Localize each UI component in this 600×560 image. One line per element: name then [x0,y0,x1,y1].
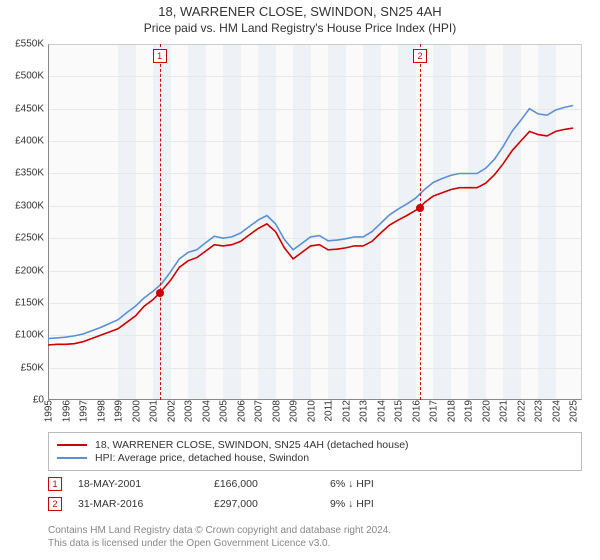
x-axis-label: 2011 [322,400,335,422]
sales-row-price: £297,000 [214,498,314,510]
sales-table: 1 18-MAY-2001 £166,000 6% ↓ HPI 2 31-MAR-2016… [48,474,582,514]
x-axis-label: 2003 [182,400,195,422]
sales-row: 2 31-MAR-2016 £297,000 9% ↓ HPI [48,494,582,514]
title-sub: Price paid vs. HM Land Registry's House … [0,21,600,35]
y-axis-label: £100K [15,330,48,341]
sales-row-date: 18-MAY-2001 [78,478,198,490]
x-axis-label: 2012 [339,400,352,422]
sales-row-diff: 9% ↓ HPI [330,498,450,510]
sales-row-date: 31-MAR-2016 [78,498,198,510]
sales-row-diff: 6% ↓ HPI [330,478,450,490]
sale-vline [160,44,161,400]
x-axis-label: 2009 [287,400,300,422]
sale-dot [156,289,164,297]
x-axis-label: 2021 [497,400,510,422]
x-axis-label: 2025 [567,400,580,422]
sales-row-number: 1 [48,477,62,491]
x-axis-label: 2010 [304,400,317,422]
sale-marker-box: 2 [413,49,427,63]
x-axis-label: 1998 [94,400,107,422]
x-axis-label: 1996 [59,400,72,422]
x-axis-label: 2001 [147,400,160,422]
sales-row: 1 18-MAY-2001 £166,000 6% ↓ HPI [48,474,582,494]
y-axis-label: £300K [15,200,48,211]
x-axis-label: 2007 [252,400,265,422]
legend-label: HPI: Average price, detached house, Swin… [95,452,309,464]
footer-line2: This data is licensed under the Open Gov… [48,537,582,550]
x-axis-label: 2018 [444,400,457,422]
y-axis-label: £500K [15,71,48,82]
x-axis-label: 2005 [217,400,230,422]
sales-row-price: £166,000 [214,478,314,490]
footer-line1: Contains HM Land Registry data © Crown c… [48,524,582,537]
y-axis-label: £350K [15,168,48,179]
y-axis-label: £450K [15,103,48,114]
x-axis-label: 2000 [129,400,142,422]
x-axis-label: 2019 [462,400,475,422]
y-axis-label: £550K [15,39,48,50]
x-axis-label: 1999 [112,400,125,422]
x-axis-label: 2014 [374,400,387,422]
sales-row-number: 2 [48,497,62,511]
legend-label: 18, WARRENER CLOSE, SWINDON, SN25 4AH (d… [95,439,409,451]
x-axis-label: 2023 [532,400,545,422]
x-axis-label: 2020 [479,400,492,422]
x-axis-label: 2024 [549,400,562,422]
legend-row: 18, WARRENER CLOSE, SWINDON, SN25 4AH (d… [57,439,573,451]
x-axis-label: 1995 [42,400,55,422]
x-axis-label: 1997 [77,400,90,422]
x-axis-label: 2016 [409,400,422,422]
sale-vline [420,44,421,400]
x-axis-label: 2017 [427,400,440,422]
chart-title-block: 18, WARRENER CLOSE, SWINDON, SN25 4AH Pr… [0,0,600,37]
x-axis-label: 2013 [357,400,370,422]
legend-box: 18, WARRENER CLOSE, SWINDON, SN25 4AH (d… [48,432,582,471]
x-axis-label: 2002 [164,400,177,422]
sale-marker-box: 1 [153,49,167,63]
sale-dot [416,204,424,212]
y-axis-label: £50K [21,362,48,373]
chart-plot-area: £0£50K£100K£150K£200K£250K£300K£350K£400… [48,44,582,400]
x-axis-label: 2006 [234,400,247,422]
x-axis-label: 2008 [269,400,282,422]
x-axis-label: 2015 [392,400,405,422]
x-axis-label: 2022 [514,400,527,422]
legend-swatch [57,444,87,446]
legend-row: HPI: Average price, detached house, Swin… [57,452,573,464]
y-axis-label: £150K [15,297,48,308]
series-hpi [48,106,573,339]
title-main: 18, WARRENER CLOSE, SWINDON, SN25 4AH [0,4,600,19]
chart-lines [48,44,582,400]
footer-attribution: Contains HM Land Registry data © Crown c… [48,524,582,550]
y-axis-label: £400K [15,136,48,147]
y-axis-label: £200K [15,265,48,276]
legend-swatch [57,457,87,459]
x-axis-label: 2004 [199,400,212,422]
y-axis-label: £250K [15,233,48,244]
